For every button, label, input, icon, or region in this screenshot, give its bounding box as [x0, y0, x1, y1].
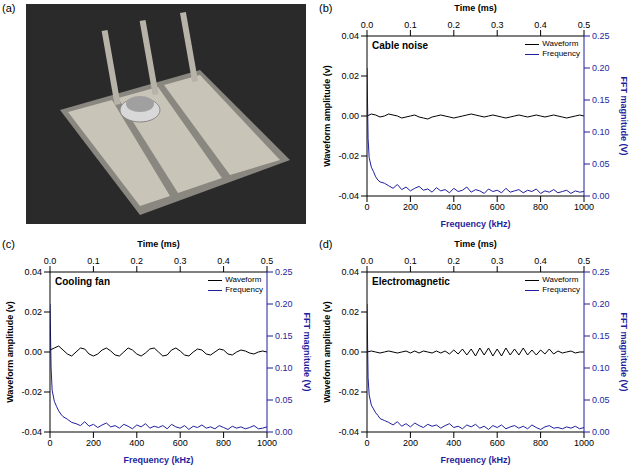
- svg-text:200: 200: [403, 438, 418, 448]
- svg-text:Waveform amplitude (v): Waveform amplitude (v): [322, 65, 332, 167]
- html-text:Waveform: Waveform: [542, 275, 579, 284]
- svg-text:0.4: 0.4: [534, 20, 547, 30]
- svg-text:Waveform amplitude (v): Waveform amplitude (v): [5, 301, 15, 403]
- svg-text:0.04: 0.04: [24, 267, 42, 277]
- svg-text:0.20: 0.20: [592, 63, 610, 73]
- html-text:(c): (c): [2, 238, 15, 250]
- svg-text:0.15: 0.15: [592, 95, 610, 105]
- svg-text:0.25: 0.25: [592, 267, 610, 277]
- svg-text:-0.02: -0.02: [338, 387, 359, 397]
- svg-text:FFT magnitude (V): FFT magnitude (V): [619, 77, 629, 156]
- svg-text:0.04: 0.04: [341, 267, 359, 277]
- svg-text:0.02: 0.02: [341, 307, 359, 317]
- svg-text:600: 600: [490, 202, 505, 212]
- svg-text:0.10: 0.10: [275, 363, 293, 373]
- svg-text:0.1: 0.1: [87, 256, 100, 266]
- svg-text:Waveform amplitude (v): Waveform amplitude (v): [322, 301, 332, 403]
- svg-text:-0.02: -0.02: [21, 387, 42, 397]
- svg-text:0: 0: [364, 202, 369, 212]
- svg-text:0.20: 0.20: [275, 299, 293, 309]
- svg-text:-0.04: -0.04: [338, 191, 359, 201]
- svg-text:800: 800: [533, 438, 548, 448]
- html-text:Waveform: Waveform: [542, 39, 579, 48]
- html-text:Cable noise: Cable noise: [372, 40, 429, 51]
- svg-text:0.00: 0.00: [275, 427, 293, 437]
- svg-text:0.1: 0.1: [404, 256, 417, 266]
- svg-text:0.5: 0.5: [261, 256, 274, 266]
- svg-text:400: 400: [129, 438, 144, 448]
- svg-text:0.02: 0.02: [24, 307, 42, 317]
- svg-text:Time (ms): Time (ms): [137, 239, 179, 249]
- svg-text:-0.02: -0.02: [338, 151, 359, 161]
- svg-text:Time (ms): Time (ms): [454, 3, 496, 13]
- svg-text:Frequency (kHz): Frequency (kHz): [123, 455, 193, 465]
- html-text:Electromagnetic: Electromagnetic: [372, 276, 450, 287]
- svg-text:0.0: 0.0: [361, 20, 374, 30]
- svg-text:200: 200: [403, 202, 418, 212]
- svg-text:600: 600: [173, 438, 188, 448]
- svg-text:0.0: 0.0: [361, 256, 374, 266]
- svg-text:0.05: 0.05: [592, 159, 610, 169]
- svg-text:0.04: 0.04: [341, 31, 359, 41]
- html-text:(a): (a): [2, 2, 16, 14]
- svg-text:0.10: 0.10: [592, 363, 610, 373]
- svg-text:Frequency (kHz): Frequency (kHz): [440, 219, 510, 229]
- svg-text:0.2: 0.2: [448, 256, 461, 266]
- svg-text:0.02: 0.02: [341, 71, 359, 81]
- svg-text:600: 600: [490, 438, 505, 448]
- html-text:Cooling fan: Cooling fan: [55, 276, 110, 287]
- svg-text:-0.04: -0.04: [21, 427, 42, 437]
- svg-text:-0.04: -0.04: [338, 427, 359, 437]
- svg-text:0: 0: [364, 438, 369, 448]
- svg-text:FFT magnitude (V): FFT magnitude (V): [302, 313, 312, 392]
- svg-text:0.25: 0.25: [275, 267, 293, 277]
- svg-text:0.2: 0.2: [448, 20, 461, 30]
- svg-text:0.00: 0.00: [24, 347, 42, 357]
- svg-text:0.15: 0.15: [592, 331, 610, 341]
- svg-text:0.05: 0.05: [592, 395, 610, 405]
- svg-text:0.3: 0.3: [491, 20, 504, 30]
- svg-text:200: 200: [86, 438, 101, 448]
- svg-text:0.3: 0.3: [491, 256, 504, 266]
- svg-text:1000: 1000: [574, 202, 594, 212]
- html-text:Frequency: Frequency: [542, 49, 580, 58]
- svg-text:1000: 1000: [257, 438, 277, 448]
- svg-text:0.5: 0.5: [578, 256, 591, 266]
- svg-text:400: 400: [446, 202, 461, 212]
- html-text:Frequency: Frequency: [542, 285, 580, 294]
- svg-text:800: 800: [216, 438, 231, 448]
- svg-text:FFT magnitude (V): FFT magnitude (V): [619, 313, 629, 392]
- svg-text:Frequency (kHz): Frequency (kHz): [440, 455, 510, 465]
- svg-text:0.5: 0.5: [578, 20, 591, 30]
- svg-text:1000: 1000: [574, 438, 594, 448]
- svg-text:0.00: 0.00: [592, 427, 610, 437]
- svg-text:0.20: 0.20: [592, 299, 610, 309]
- svg-text:0.00: 0.00: [592, 191, 610, 201]
- html-text:(b): (b): [319, 2, 333, 14]
- svg-text:0.3: 0.3: [174, 256, 187, 266]
- svg-text:0.4: 0.4: [534, 256, 547, 266]
- svg-text:0.10: 0.10: [592, 127, 610, 137]
- svg-text:Time (ms): Time (ms): [454, 239, 496, 249]
- svg-text:0.00: 0.00: [341, 347, 359, 357]
- svg-text:0: 0: [47, 438, 52, 448]
- svg-text:0.0: 0.0: [44, 256, 57, 266]
- html-text:Waveform: Waveform: [225, 275, 262, 284]
- svg-text:0.1: 0.1: [404, 20, 417, 30]
- svg-text:0.15: 0.15: [275, 331, 293, 341]
- svg-text:800: 800: [533, 202, 548, 212]
- svg-text:0.2: 0.2: [131, 256, 144, 266]
- svg-text:0.05: 0.05: [275, 395, 293, 405]
- html-text:(d): (d): [319, 238, 333, 250]
- svg-text:0.25: 0.25: [592, 31, 610, 41]
- svg-text:0.4: 0.4: [217, 256, 230, 266]
- svg-text:0.00: 0.00: [341, 111, 359, 121]
- svg-text:400: 400: [446, 438, 461, 448]
- html-text:Frequency: Frequency: [225, 285, 263, 294]
